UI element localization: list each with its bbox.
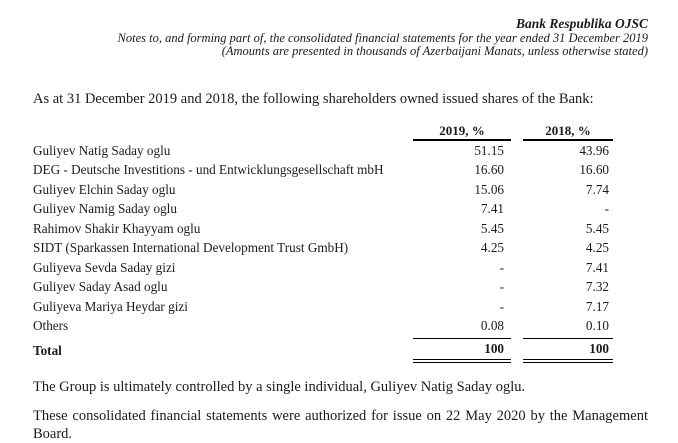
value-2019: 15.06	[474, 181, 504, 197]
column-header-2019: 2019, %	[413, 123, 511, 141]
table-row: Guliyev Natig Saday oglu 51.15 43.96	[33, 141, 613, 161]
table-row: Others 0.08 0.10	[33, 316, 613, 336]
shareholder-name: Guliyev Elchin Saday oglu	[33, 181, 176, 197]
value-2019: 4.25	[480, 240, 504, 255]
value-2019: 0.08	[480, 318, 504, 333]
value-2018: 7.41	[585, 259, 609, 275]
intro-sentence: As at 31 December 2019 and 2018, the fol…	[33, 90, 594, 107]
shareholder-name: SIDT (Sparkassen International Developme…	[33, 240, 349, 255]
value-2019: 16.60	[474, 162, 504, 177]
shareholder-name: Guliyeva Sevda Saday gizi	[33, 259, 176, 275]
value-2018: 7.74	[585, 181, 609, 197]
total-2018: 100	[523, 337, 613, 363]
value-2018: 4.25	[585, 240, 609, 255]
value-2018: 43.96	[579, 142, 609, 158]
value-2018: -	[604, 201, 609, 216]
table-row: Guliyev Saday Asad oglu - 7.32	[33, 277, 613, 297]
shareholder-name: Rahimov Shakir Khayyam oglu	[33, 220, 201, 236]
table-row: Guliyeva Mariya Heydar gizi - 7.17	[33, 297, 613, 317]
table-header-row: 2019, % 2018, %	[33, 123, 613, 141]
value-2019: 51.15	[474, 142, 504, 158]
value-2018: 7.17	[585, 298, 609, 314]
shareholder-name: Guliyev Natig Saday oglu	[33, 142, 171, 158]
value-2019: -	[499, 279, 504, 294]
value-2018: 7.32	[585, 279, 609, 294]
table-row: SIDT (Sparkassen International Developme…	[33, 238, 613, 258]
shareholder-name: DEG - Deutsche Investitions - und Entwic…	[33, 162, 384, 177]
value-2019: 5.45	[480, 220, 504, 236]
table-row: DEG - Deutsche Investitions - und Entwic…	[33, 160, 613, 180]
table-row: Guliyev Namig Saday oglu 7.41 -	[33, 199, 613, 219]
value-2019: 7.41	[480, 201, 504, 216]
table-row: Rahimov Shakir Khayyam oglu 5.45 5.45	[33, 219, 613, 239]
total-2019: 100	[413, 337, 511, 363]
total-label: Total	[33, 342, 62, 358]
control-note: The Group is ultimately controlled by a …	[33, 378, 526, 395]
shareholders-table: 2019, % 2018, % Guliyev Natig Saday oglu…	[33, 123, 613, 363]
table-row: Guliyev Elchin Saday oglu 15.06 7.74	[33, 180, 613, 200]
shareholder-name: Guliyev Namig Saday oglu	[33, 201, 177, 216]
authorization-note: These consolidated financial statements …	[33, 407, 648, 442]
shareholder-name: Guliyeva Mariya Heydar gizi	[33, 298, 188, 314]
value-2019: -	[499, 259, 504, 275]
value-2019: -	[499, 298, 504, 314]
company-name: Bank Respublika OJSC	[515, 16, 648, 31]
value-2018: 16.60	[579, 162, 609, 177]
shareholder-name: Others	[33, 318, 69, 333]
table-total-row: Total 100 100	[33, 337, 613, 363]
value-2018: 5.45	[585, 220, 609, 236]
table-row: Guliyeva Sevda Saday gizi - 7.41	[33, 258, 613, 278]
document-header: Bank Respublika OJSC Notes to, and formi…	[0, 0, 678, 59]
column-header-2018: 2018, %	[523, 123, 613, 141]
value-2018: 0.10	[585, 318, 609, 333]
shareholder-name: Guliyev Saday Asad oglu	[33, 279, 168, 294]
header-note-line2: (Amounts are presented in thousands of A…	[221, 44, 648, 58]
header-note-line1: Notes to, and forming part of, the conso…	[117, 30, 648, 45]
